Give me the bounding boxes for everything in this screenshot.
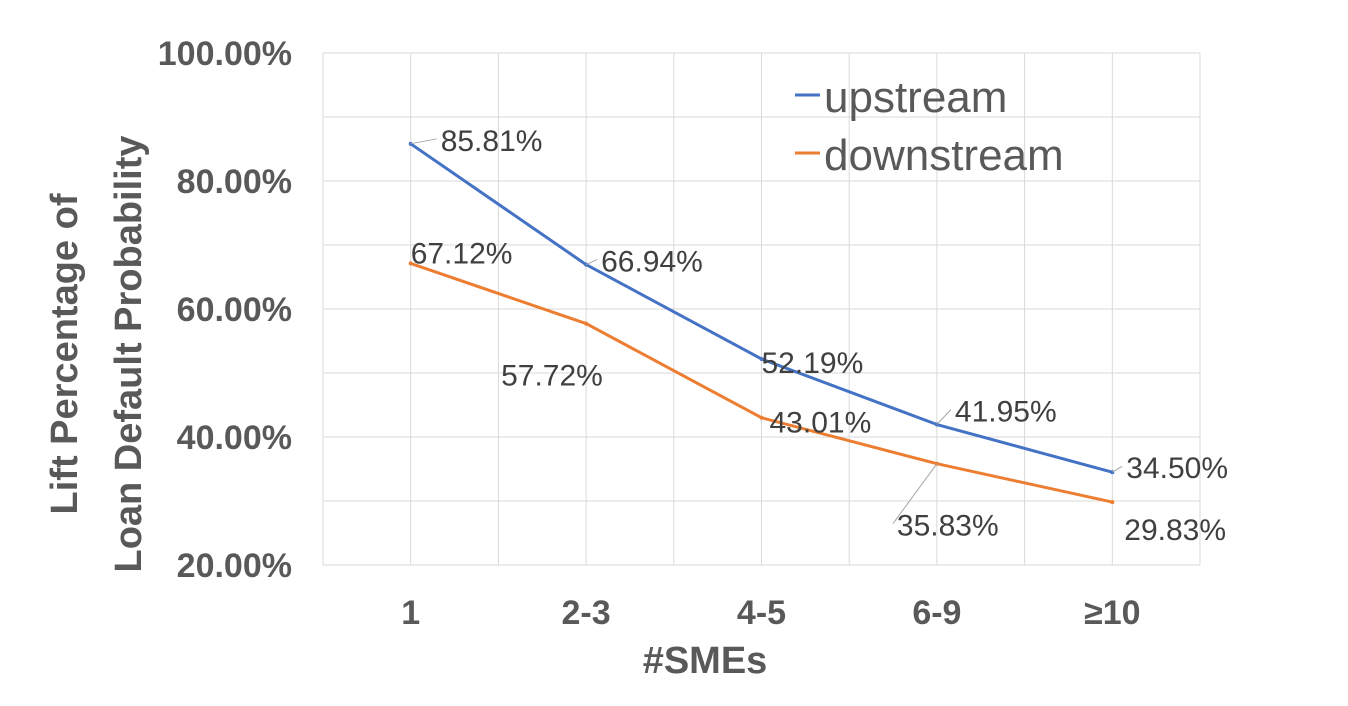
label-leader-line [585, 259, 598, 266]
data-point-downstream [584, 321, 589, 326]
label-connectors [410, 138, 1123, 524]
y-tick-label: 60.00% [177, 291, 292, 329]
y-axis-title-line-2: Loan Default Probability [108, 135, 150, 572]
label-leader-line [936, 409, 952, 425]
x-tick-label: ≥10 [1084, 594, 1140, 632]
x-tick-label: 1 [401, 594, 420, 632]
data-label-downstream: 43.01% [770, 407, 872, 440]
legend: upstream downstream [795, 73, 1064, 180]
data-label-upstream: 34.50% [1126, 452, 1228, 485]
label-leader-line [410, 138, 437, 145]
y-tick-label: 100.00% [158, 35, 292, 73]
data-point-upstream [759, 356, 764, 361]
legend-label-downstream: downstream [824, 131, 1064, 180]
data-point-downstream [759, 415, 764, 420]
data-label-upstream: 41.95% [955, 396, 1057, 429]
y-axis-title-line-1: Lift Percentage of [44, 193, 86, 514]
y-axis-ticks: 20.00% 40.00% 60.00% 80.00% 100.00% [158, 35, 292, 585]
label-leader-line [1112, 465, 1123, 473]
data-label-upstream: 52.19% [762, 347, 864, 380]
data-labels: 85.81% 66.94% 52.19% 41.95% 34.50% 67.12% 57.7… [411, 125, 1228, 547]
data-label-downstream: 57.72% [501, 360, 603, 393]
data-label-downstream: 67.12% [411, 237, 513, 270]
x-axis-title: #SMEs [643, 640, 768, 682]
y-tick-label: 20.00% [177, 547, 292, 585]
gridlines [322, 52, 1201, 566]
data-label-downstream: 29.83% [1124, 514, 1226, 547]
legend-label-upstream: upstream [824, 73, 1007, 122]
x-tick-label: 6-9 [912, 594, 961, 632]
y-tick-label: 40.00% [177, 419, 292, 457]
data-point-downstream [1110, 500, 1115, 505]
x-axis-ticks: 1 2-3 4-5 6-9 ≥10 [401, 594, 1140, 632]
label-leader-line [892, 463, 938, 524]
y-axis-title: Lift Percentage of Loan Default Probabil… [44, 135, 150, 572]
data-label-upstream: 66.94% [601, 246, 703, 279]
x-tick-label: 4-5 [737, 594, 786, 632]
data-label-downstream: 35.83% [897, 510, 999, 543]
x-tick-label: 2-3 [562, 594, 611, 632]
data-label-upstream: 85.81% [441, 125, 543, 158]
y-tick-label: 80.00% [177, 163, 292, 201]
data-point-downstream [408, 261, 413, 266]
